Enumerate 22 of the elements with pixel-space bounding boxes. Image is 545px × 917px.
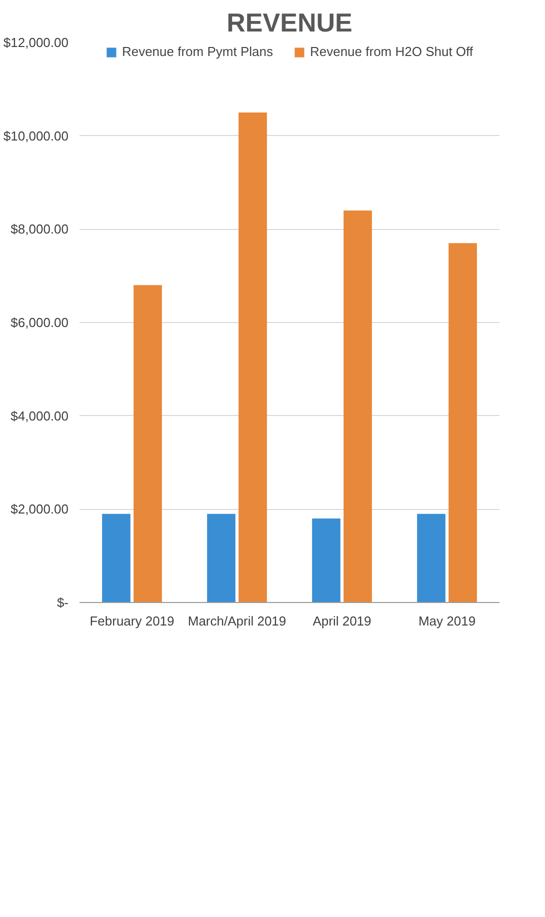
- bar: [238, 112, 267, 602]
- x-tick-label: May 2019: [418, 614, 476, 628]
- legend-label: Revenue from H2O Shut Off: [310, 44, 474, 59]
- bar: [207, 514, 236, 602]
- y-tick-label: $4,000.00: [10, 408, 69, 424]
- bar: [312, 518, 340, 602]
- y-tick-label: $6,000.00: [10, 315, 69, 330]
- y-tick-label: $2,000.00: [10, 502, 69, 517]
- bar: [344, 210, 372, 602]
- chart-title: REVENUE: [226, 8, 352, 38]
- bar: [417, 514, 446, 602]
- bar: [102, 514, 130, 602]
- y-tick-label: $10,000.00: [3, 128, 69, 144]
- legend-label: Revenue from Pymt Plans: [122, 44, 273, 59]
- y-tick-label: $-: [56, 595, 69, 610]
- y-tick-label: $12,000.00: [3, 35, 69, 50]
- x-tick-label: February 2019: [90, 614, 174, 628]
- y-tick-label: $8,000.00: [10, 222, 69, 237]
- x-tick-label: March/April 2019: [188, 614, 286, 628]
- bar: [448, 243, 477, 602]
- x-tick-label: April 2019: [312, 614, 372, 628]
- bar: [134, 285, 162, 602]
